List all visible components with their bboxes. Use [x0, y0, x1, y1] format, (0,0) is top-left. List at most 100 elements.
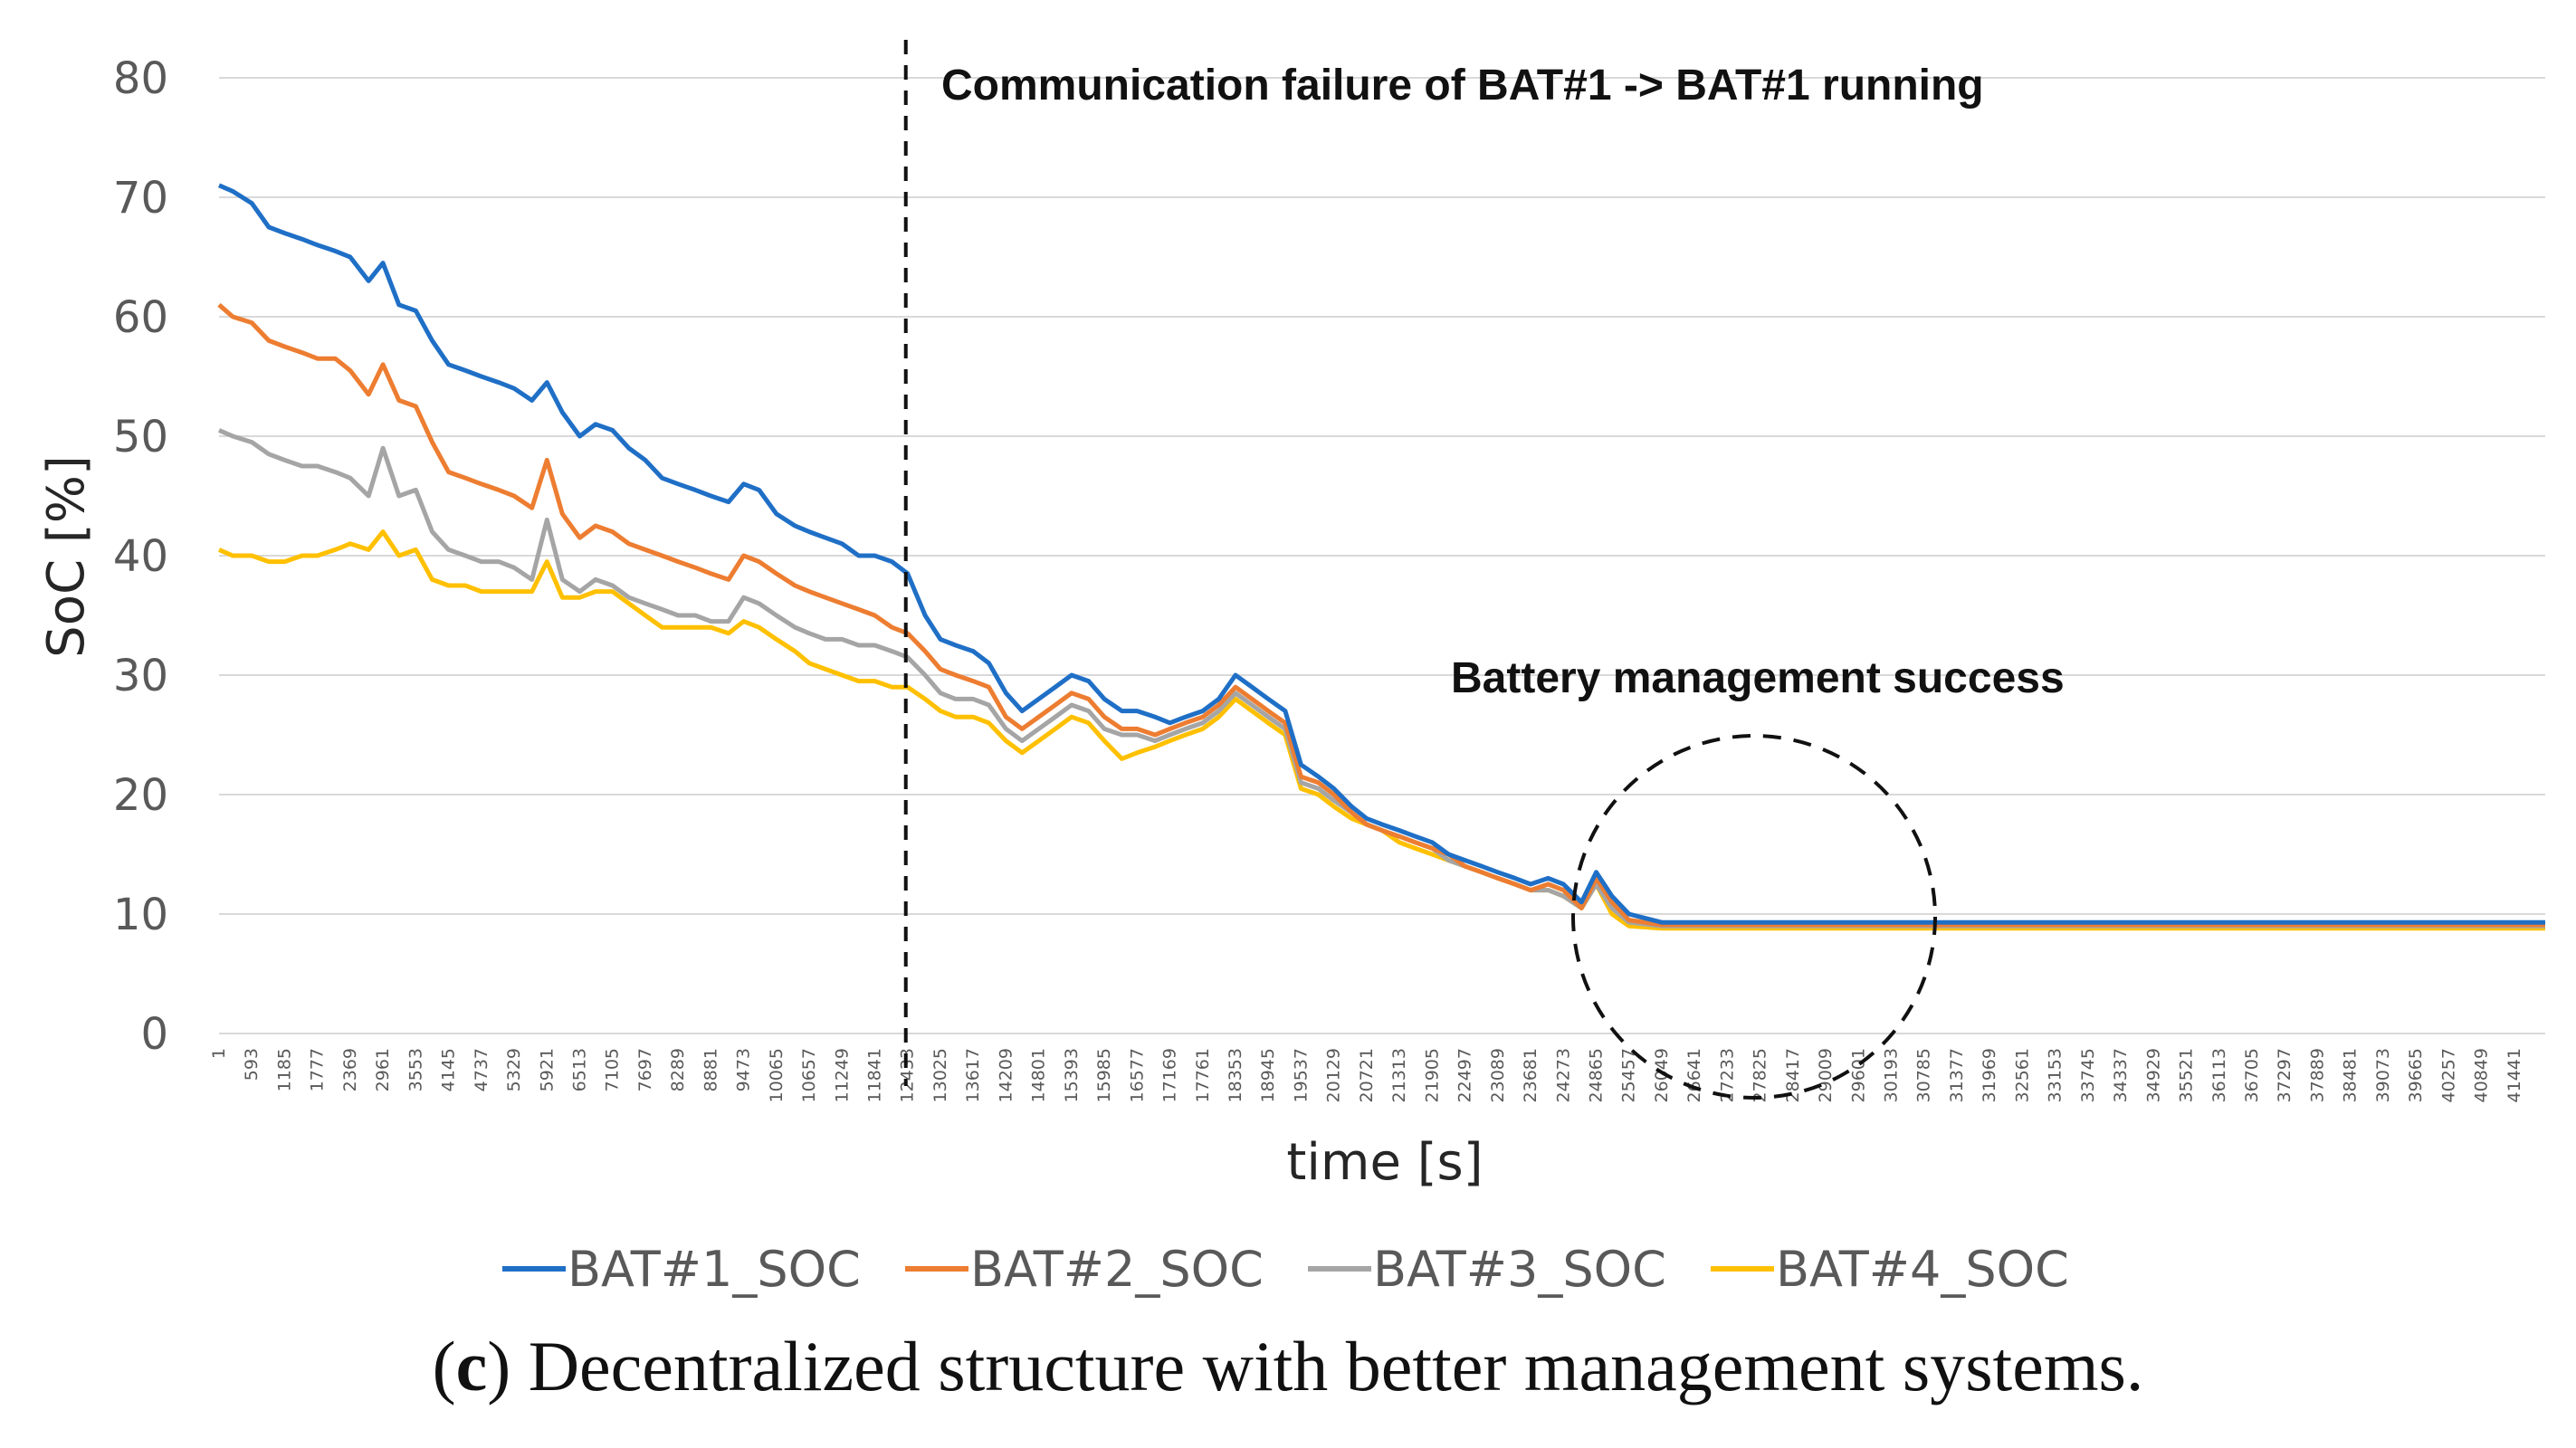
battery-management-success-annotation: Battery management success	[1451, 654, 2065, 702]
x-tick-label: 7105	[603, 1048, 623, 1091]
x-tick-label: 5329	[504, 1048, 524, 1091]
x-tick-label: 2961	[373, 1048, 393, 1091]
x-tick-label: 593	[242, 1048, 262, 1081]
x-tick-label: 29009	[1816, 1048, 1836, 1102]
series-lines	[217, 183, 2545, 931]
grid-lines	[219, 77, 2545, 1034]
x-tick-label: 41441	[2504, 1048, 2524, 1102]
y-tick-label: 70	[113, 173, 168, 224]
y-tick-label: 40	[113, 531, 168, 582]
x-tick-label: 10657	[799, 1048, 819, 1102]
x-tick-label: 13617	[963, 1048, 983, 1102]
x-tick-label: 5921	[537, 1048, 557, 1091]
x-tick-labels: 1 593 1185 1777 2369 2961 3553 4145 4737 5329 5921…	[209, 1048, 2524, 1102]
x-tick-label: 19537	[1291, 1048, 1311, 1102]
success-highlight-circle	[1571, 734, 1937, 1100]
legend: BAT#1_SOC BAT#2_SOC BAT#3_SOC BAT#4_SOC	[502, 1241, 2069, 1298]
x-tick-label: 39665	[2406, 1048, 2426, 1102]
series-line-bat-4-soc	[218, 529, 2545, 931]
x-tick-label: 37297	[2275, 1048, 2295, 1102]
y-tick-label: 30	[113, 651, 168, 701]
x-tick-label: 34929	[2143, 1048, 2163, 1102]
x-tick-label: 20129	[1324, 1048, 1344, 1102]
x-tick-label: 21905	[1422, 1048, 1442, 1102]
x-tick-label: 28417	[1783, 1048, 1803, 1102]
y-tick-labels: 0 10 20 30 40 50 60 70 80	[113, 53, 168, 1060]
y-tick-label: 50	[113, 412, 168, 462]
x-tick-label: 31969	[1980, 1048, 1999, 1102]
x-tick-label: 40257	[2438, 1048, 2458, 1102]
x-tick-label: 37889	[2307, 1048, 2327, 1102]
x-tick-label: 36705	[2242, 1048, 2262, 1102]
x-tick-label: 35521	[2177, 1048, 2197, 1102]
x-tick-label: 8881	[701, 1048, 720, 1091]
x-tick-label: 2369	[340, 1048, 360, 1091]
x-tick-label: 24865	[1586, 1048, 1606, 1102]
x-tick-label: 8289	[668, 1048, 688, 1091]
x-tick-label: 29601	[1848, 1048, 1868, 1102]
legend-label: BAT#4_SOC	[1776, 1241, 2069, 1298]
x-tick-label: 3553	[405, 1048, 425, 1091]
x-tick-label: 24273	[1553, 1048, 1573, 1102]
x-tick-label: 6513	[569, 1048, 589, 1091]
y-tick-label: 20	[113, 770, 168, 821]
communication-failure-annotation: Communication failure of BAT#1 -> BAT#1 …	[941, 62, 1984, 110]
x-tick-label: 39073	[2373, 1048, 2393, 1102]
y-tick-label: 80	[113, 53, 168, 104]
x-tick-label: 18945	[1258, 1048, 1278, 1102]
x-tick-label: 21313	[1389, 1048, 1409, 1102]
x-tick-label: 9473	[734, 1048, 754, 1091]
x-tick-label: 13025	[930, 1048, 950, 1102]
x-tick-label: 16577	[1127, 1048, 1147, 1102]
x-tick-label: 17169	[1160, 1048, 1180, 1102]
x-tick-label: 15393	[1062, 1048, 1082, 1102]
caption-prefix: (	[432, 1327, 456, 1405]
caption-text: ) Decentralized structure with better ma…	[487, 1327, 2144, 1405]
x-tick-label: 12433	[898, 1048, 918, 1102]
x-tick-label: 31377	[1947, 1048, 1967, 1102]
y-tick-label: 10	[113, 890, 168, 940]
x-tick-label: 22497	[1455, 1048, 1475, 1102]
x-tick-label: 25457	[1619, 1048, 1639, 1102]
x-tick-label: 1185	[274, 1048, 294, 1091]
x-tick-label: 15985	[1094, 1048, 1114, 1102]
x-tick-label: 14209	[996, 1048, 1016, 1102]
x-tick-label: 26641	[1684, 1048, 1704, 1102]
series-line-bat-2-soc	[217, 302, 2545, 928]
x-tick-label: 36113	[2209, 1048, 2229, 1102]
x-tick-label: 4145	[439, 1048, 459, 1091]
x-tick-label: 1	[209, 1048, 229, 1059]
x-tick-label: 27825	[1751, 1048, 1770, 1102]
x-tick-label: 11249	[832, 1048, 852, 1102]
x-tick-label: 17761	[1193, 1048, 1213, 1102]
x-tick-label: 26049	[1652, 1048, 1672, 1102]
legend-label: BAT#3_SOC	[1373, 1241, 1666, 1298]
x-tick-label: 18353	[1226, 1048, 1245, 1102]
x-tick-label: 11841	[865, 1048, 885, 1102]
x-axis-title: time [s]	[1286, 1133, 1483, 1192]
x-tick-label: 23681	[1521, 1048, 1541, 1102]
series-line-bat-3-soc	[218, 428, 2545, 929]
x-tick-label: 30193	[1882, 1048, 1902, 1102]
legend-label: BAT#2_SOC	[970, 1241, 1264, 1298]
x-tick-label: 27233	[1717, 1048, 1737, 1102]
legend-label: BAT#1_SOC	[568, 1241, 861, 1298]
x-tick-label: 40849	[2472, 1048, 2492, 1102]
y-tick-label: 0	[140, 1009, 168, 1060]
y-axis-title: SoC [%]	[37, 455, 96, 658]
y-tick-label: 60	[113, 292, 168, 343]
x-tick-label: 4737	[472, 1048, 491, 1091]
x-tick-label: 20721	[1357, 1048, 1377, 1102]
x-tick-label: 23089	[1488, 1048, 1508, 1102]
x-tick-label: 33745	[2078, 1048, 2098, 1102]
x-tick-label: 30785	[1914, 1048, 1934, 1102]
caption-letter: c	[455, 1327, 488, 1405]
series-line-bat-1-soc	[218, 183, 2545, 925]
x-tick-label: 34337	[2111, 1048, 2131, 1102]
x-tick-label: 32561	[2012, 1048, 2032, 1102]
soc-chart: 0 10 20 30 40 50 60 70 80 1 593 1185 1777 2369 2961 35…	[37, 40, 2545, 1298]
x-tick-label: 1777	[308, 1048, 328, 1091]
x-tick-label: 33153	[2046, 1048, 2066, 1102]
x-tick-label: 7697	[635, 1048, 655, 1091]
x-tick-label: 14801	[1029, 1048, 1049, 1102]
